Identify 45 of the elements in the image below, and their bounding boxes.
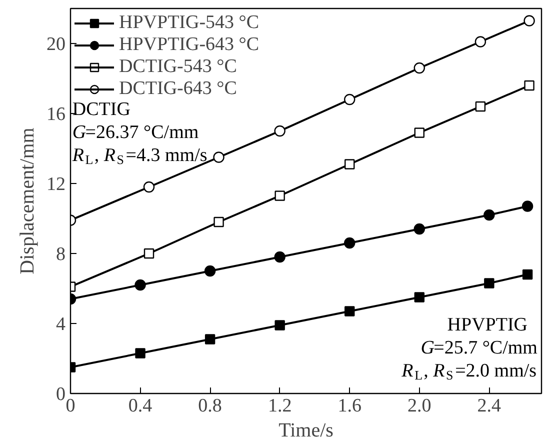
point [274, 190, 285, 201]
y-tick-label: 12 [46, 174, 66, 195]
x-tick-label: 1.6 [338, 396, 362, 416]
point [344, 237, 356, 249]
point [484, 209, 495, 221]
legend-label: HPVPTIG-543 °C [119, 12, 260, 34]
point [414, 62, 425, 74]
point [135, 348, 146, 358]
point [274, 320, 285, 330]
point [144, 248, 154, 259]
x-axis-title: Time/s [278, 420, 334, 442]
x-tick-label: 0.4 [128, 396, 153, 416]
x-tick-label: 2.0 [408, 396, 432, 416]
point [344, 159, 355, 170]
point [274, 125, 286, 137]
y-tick-label: 16 [46, 104, 66, 125]
point [522, 269, 533, 280]
y-tick-label: 4 [56, 314, 66, 335]
point [344, 306, 355, 316]
y-axis-title: Displacement/mm [16, 127, 38, 274]
legend-label: DCTIG-543 °C [119, 56, 237, 78]
legend-label: DCTIG-643 °C [119, 78, 237, 100]
y-tick-label: 8 [56, 244, 66, 265]
point [214, 216, 224, 228]
point [204, 334, 216, 344]
point [414, 292, 424, 302]
x-tick-label: 2.4 [477, 396, 502, 416]
x-tick-label: 1.2 [268, 396, 292, 416]
point [134, 279, 146, 291]
legend-label: HPVPTIG-643 °C [119, 34, 260, 56]
point [475, 101, 486, 112]
point [484, 278, 494, 288]
point [474, 36, 486, 48]
point [522, 200, 534, 212]
point [414, 128, 424, 138]
point [414, 223, 425, 235]
point [344, 94, 356, 106]
point [213, 152, 224, 163]
y-tick-label: 20 [46, 34, 66, 55]
x-tick-label: 0.8 [198, 396, 222, 416]
point [524, 80, 534, 91]
point [274, 251, 286, 263]
point [143, 181, 155, 193]
point [524, 15, 535, 26]
point [204, 265, 216, 277]
